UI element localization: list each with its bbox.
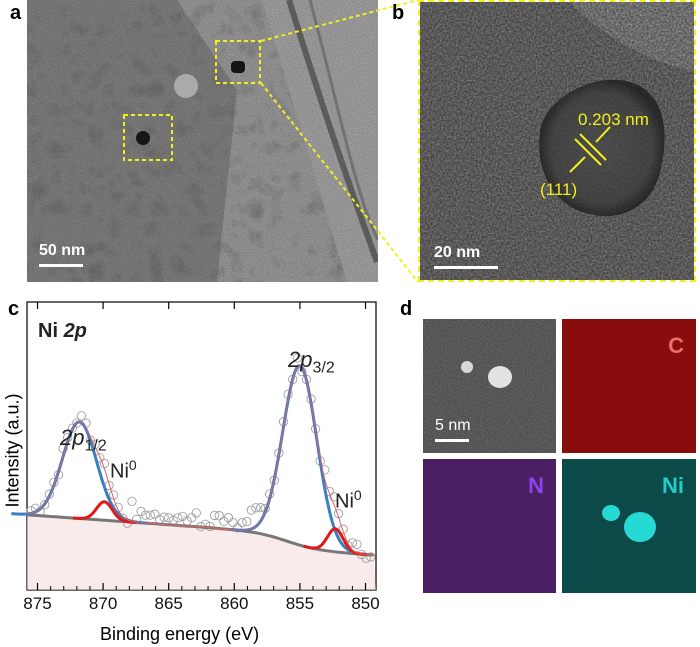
data-point [191,508,201,518]
peak-label-2p32-main: 2p [288,347,313,372]
panel-label-d: d [400,298,413,320]
data-point [329,492,339,502]
scale-bar-a [39,264,83,267]
data-point [214,511,224,521]
data-point [232,523,243,533]
data-point [145,510,155,520]
x-tick-label: 870 [88,594,118,613]
y-axis-label: Intensity (a.u.) [2,393,23,508]
peak-label-2p32-sub: 3/2 [312,359,335,377]
data-point [209,510,220,521]
data-point [40,500,50,510]
envelope-line [26,365,375,556]
eds-map-c: C [562,319,696,453]
data-point [228,517,238,528]
chart-title-italic: 2p [63,320,87,342]
x-tick-label: 860 [220,594,249,613]
eds-map-n-label: N [528,473,544,498]
eds-map-n: N [423,459,556,593]
scale-label-a: 50 nm [39,242,86,259]
xps-chart [11,301,377,591]
peak-label-2p32: 2p3/2 [288,347,335,377]
x-tick-label: 875 [23,594,52,613]
data-point [242,516,252,527]
scale-label-d: 5 nm [435,417,471,434]
data-point [159,512,169,522]
peak-label-ni0-right: Ni0 [335,487,362,514]
hrtem-image-b: 0.203 nm (111) 20 nm [418,0,696,282]
chart-title-bold: Ni [38,320,64,342]
data-point [150,509,160,519]
ni0-left-main: Ni [110,460,129,483]
fit-peak-3 [72,500,136,524]
eds-map-ni: Ni [562,459,696,593]
data-point [251,503,261,513]
data-point [237,517,247,528]
tem-image-a: 50 nm [27,0,378,282]
eds-map-c-label: C [668,333,684,358]
peak-label-2p12: 2p1/2 [60,425,107,455]
data-point [173,513,183,523]
scale-bar-b [434,266,498,269]
fit-peak-0 [231,364,369,557]
d-spacing-label: 0.203 nm [578,110,649,129]
chart-title: Ni 2p [38,320,87,343]
x-tick-label: 855 [285,594,315,613]
data-point [352,539,362,550]
haadf-graphic [423,319,556,453]
data-point [76,411,87,421]
ni0-right-main: Ni [335,490,354,513]
hrtem-image-b-graphic [420,2,694,280]
x-tick-label: 850 [351,594,380,613]
fit-peak-2 [303,527,367,557]
peak-label-ni0-left: Ni0 [110,457,137,484]
peak-label-2p12-main: 2p [60,425,85,450]
ni0-left-sup: 0 [128,457,137,473]
plane-label: (111) [540,180,578,199]
background-fill [27,514,376,590]
x-tick-label: 865 [154,594,183,613]
scale-bar-d [435,439,469,442]
panel-label-a: a [10,2,22,24]
data-point [246,505,257,515]
eds-map-ni-graphic [602,505,656,542]
data-point [177,511,188,522]
zoom-connector [260,0,419,283]
data-point [154,514,165,525]
peak-label-2p12-sub: 1/2 [84,437,107,455]
data-point [366,552,376,562]
data-point [127,496,137,506]
data-point [255,503,266,513]
ni0-right-sup: 0 [353,487,362,503]
data-point [292,353,302,363]
panel-label-b: b [392,2,405,24]
haadf-image: 5 nm [423,319,556,453]
data-point [141,510,151,520]
eds-map-ni-label: Ni [662,473,684,498]
x-axis-label: Binding energy (eV) [100,624,260,644]
panel-label-c: c [8,298,20,320]
data-point [164,513,174,523]
scale-label-b: 20 nm [434,244,481,261]
tem-image-a-graphic [27,0,378,282]
